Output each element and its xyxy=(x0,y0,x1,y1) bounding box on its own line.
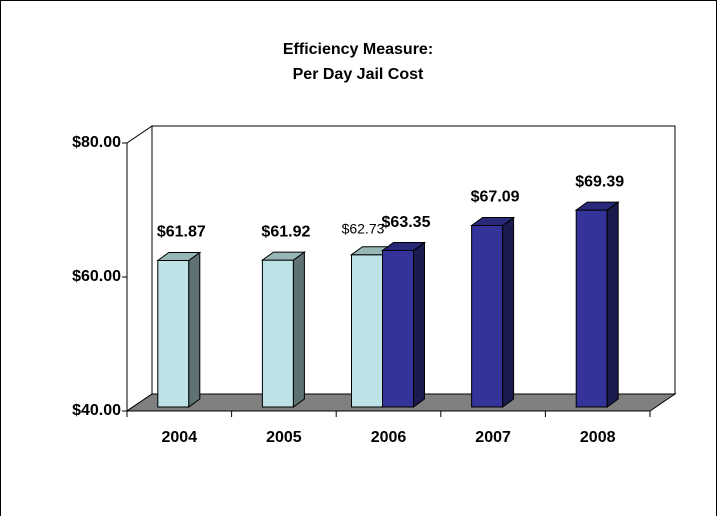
bar-face xyxy=(292,251,305,408)
value-label: $61.92 xyxy=(261,223,310,240)
chart-subtitle: Per Day Jail Cost xyxy=(293,66,424,83)
bar xyxy=(156,251,202,408)
x-tick-label: 2007 xyxy=(475,429,511,446)
x-tick-label: 2005 xyxy=(266,429,302,446)
bar-face xyxy=(351,254,383,408)
bar-face xyxy=(382,250,414,408)
value-label: $61.87 xyxy=(157,224,206,241)
bar-face xyxy=(575,209,608,408)
bar xyxy=(574,201,620,408)
bar-face xyxy=(261,259,294,408)
bar-face xyxy=(188,251,201,408)
bar-face xyxy=(606,201,619,408)
bar-face xyxy=(156,251,202,261)
bar-face xyxy=(380,242,427,252)
y-tick-label: $80.00 xyxy=(72,134,121,151)
value-label: $69.39 xyxy=(575,173,624,190)
bar-face xyxy=(157,259,190,408)
bar xyxy=(470,216,516,408)
bar-face xyxy=(413,241,425,408)
side-wall xyxy=(126,125,153,412)
bar-face xyxy=(574,201,620,211)
bar-face xyxy=(470,216,516,226)
value-label: $62.73 xyxy=(342,220,385,236)
bar-face xyxy=(471,224,504,408)
x-tick-label: 2004 xyxy=(162,429,198,446)
x-tick-label: 2006 xyxy=(371,429,407,446)
bar xyxy=(260,251,306,408)
bar xyxy=(380,241,427,408)
value-label: $63.35 xyxy=(382,214,431,231)
bar-face xyxy=(260,251,306,261)
value-label: $67.09 xyxy=(471,189,520,206)
bar-face xyxy=(502,216,515,408)
y-tick-label: $40.00 xyxy=(72,402,121,419)
chart-title: Efficiency Measure: xyxy=(283,41,433,58)
y-tick-label: $60.00 xyxy=(72,268,121,285)
x-tick-label: 2008 xyxy=(580,429,616,446)
